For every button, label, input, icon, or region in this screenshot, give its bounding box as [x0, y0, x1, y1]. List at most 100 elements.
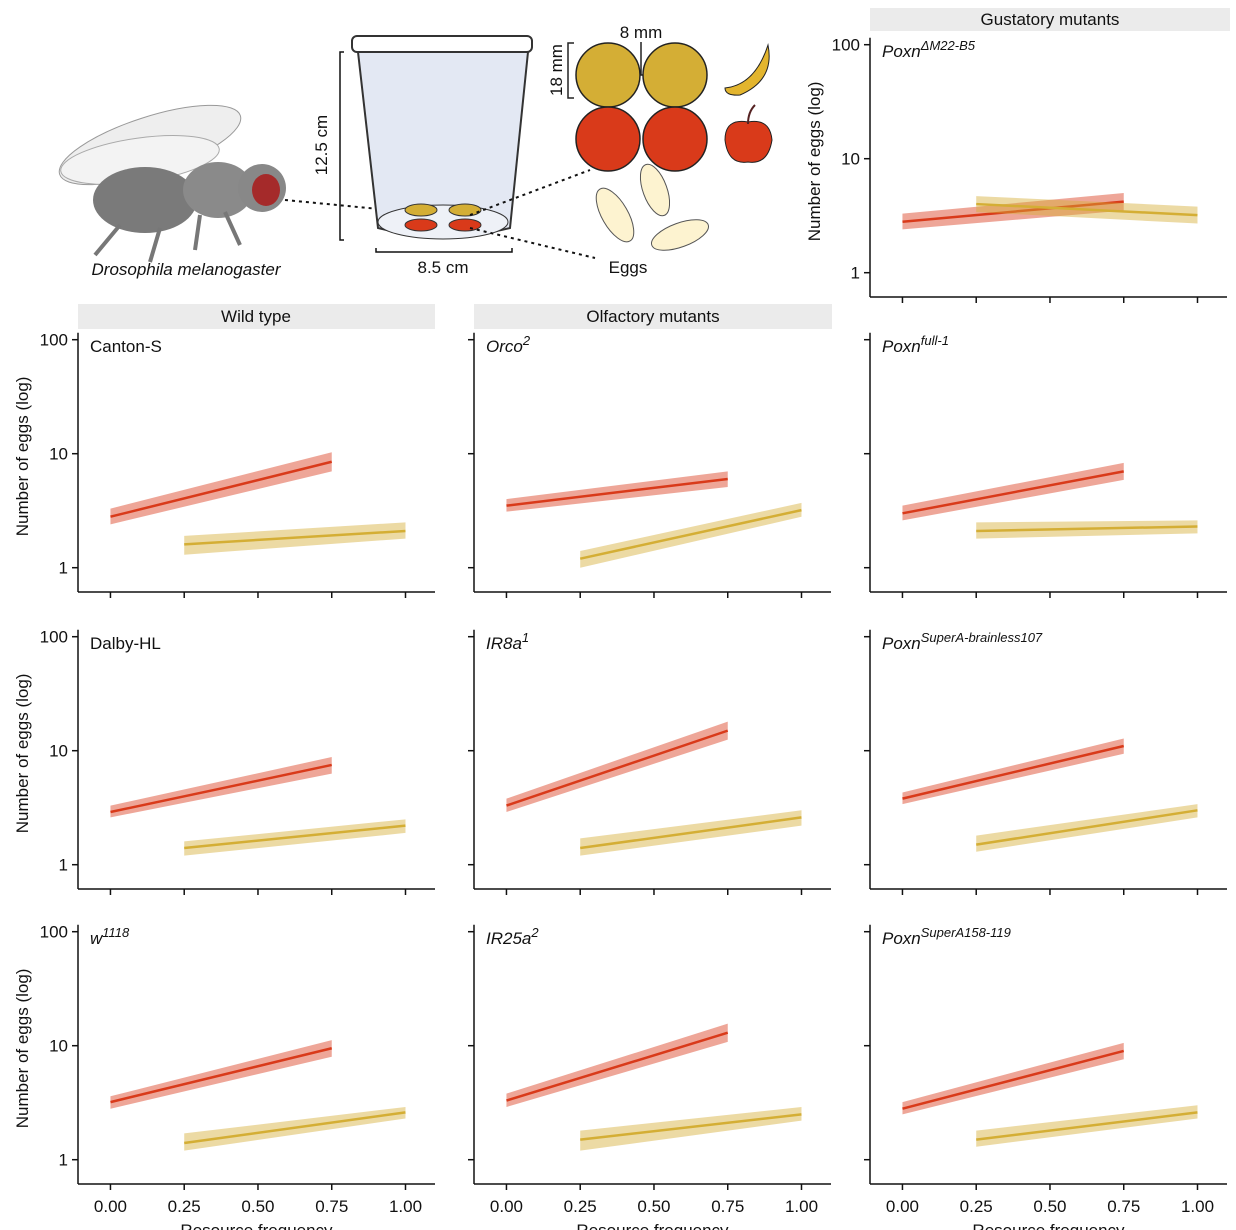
panel: IR8a1	[468, 630, 831, 895]
panel: 1 10 100 0.00 0.25 0.50 0.75 1.00 Number of eggs…	[13, 923, 435, 1230]
y-tick-label: 10	[841, 150, 860, 169]
trend-line	[580, 817, 801, 848]
panel: PoxnSuperA-brainless107	[864, 630, 1227, 895]
trend-line	[580, 1114, 801, 1139]
x-tick-label: 0.50	[241, 1197, 274, 1216]
height-label: 12.5 cm	[312, 115, 331, 175]
strip-label: Wild type	[221, 307, 291, 326]
title-sup: 1	[522, 630, 529, 645]
figure: Gustatory mutants Wild type Olfactory mu…	[0, 0, 1236, 1230]
panel-title: IR8a1	[486, 630, 529, 653]
confidence-band	[506, 1024, 727, 1107]
panel: 1 10 100 Number of eggs (log) Canton-S	[13, 331, 435, 598]
title-text: Orco	[486, 337, 523, 356]
trend-line	[110, 765, 331, 812]
x-tick-label: 0.75	[711, 1197, 744, 1216]
trend-line	[506, 731, 727, 806]
y-tick-label: 10	[49, 445, 68, 464]
trend-line	[110, 462, 331, 517]
x-axis-label: Resource frequency	[972, 1221, 1125, 1230]
title-text: IR25a	[486, 929, 531, 948]
x-tick-label: 1.00	[785, 1197, 818, 1216]
y-axis-label: Number of eggs (log)	[13, 377, 32, 537]
title-sup: ΔM22-B5	[920, 38, 976, 53]
panel-title: Orco2	[486, 333, 531, 356]
title-sup: SuperA-brainless107	[921, 630, 1043, 645]
panel-title: PoxnSuperA158-119	[882, 925, 1011, 948]
y-axis-label: Number of eggs (log)	[13, 674, 32, 834]
title-text: Dalby-HL	[90, 634, 161, 653]
title-sup: full-1	[921, 333, 949, 348]
trend-line	[902, 471, 1123, 513]
y-axis-label: Number of eggs (log)	[13, 969, 32, 1129]
panel: 1 10 100 Number of eggs (log) PoxnΔM22-B5	[805, 36, 1227, 303]
discs	[568, 42, 772, 257]
panel-title: PoxnSuperA-brainless107	[882, 630, 1043, 653]
x-axis-label: Resource frequency	[180, 1221, 333, 1230]
y-tick-label: 1	[851, 264, 860, 283]
y-tick-label: 100	[832, 36, 860, 55]
trend-line	[506, 1033, 727, 1101]
title-text: Poxn	[882, 337, 921, 356]
trend-line	[976, 810, 1197, 844]
panel-title: IR25a2	[486, 925, 539, 948]
trend-line	[184, 1112, 405, 1143]
panel: Poxnfull-1	[864, 333, 1227, 598]
x-tick-label: 0.00	[886, 1197, 919, 1216]
y-tick-label: 10	[49, 1037, 68, 1056]
x-tick-label: 0.75	[315, 1197, 348, 1216]
title-text: Poxn	[882, 929, 921, 948]
y-axis-label: Number of eggs (log)	[805, 82, 824, 242]
y-tick-label: 100	[40, 628, 68, 647]
confidence-band	[580, 1107, 801, 1151]
title-text: Poxn	[882, 42, 921, 61]
panel: Orco2	[468, 333, 831, 598]
x-tick-label: 0.50	[637, 1197, 670, 1216]
title-text: IR8a	[486, 634, 522, 653]
y-tick-label: 100	[40, 331, 68, 350]
gap-label: 8 mm	[620, 23, 663, 42]
x-tick-label: 0.75	[1107, 1197, 1140, 1216]
panel-title: PoxnΔM22-B5	[882, 38, 976, 61]
fly	[51, 89, 410, 262]
x-tick-label: 1.00	[389, 1197, 422, 1216]
x-tick-label: 0.25	[168, 1197, 201, 1216]
title-sup: SuperA158-119	[921, 925, 1011, 940]
x-tick-label: 0.25	[960, 1197, 993, 1216]
y-tick-label: 1	[59, 856, 68, 875]
panel: 0.00 0.25 0.50 0.75 1.00 Resource frequency IR…	[468, 925, 831, 1230]
x-tick-label: 0.00	[94, 1197, 127, 1216]
trend-line	[902, 1051, 1123, 1109]
trend-line	[976, 1112, 1197, 1139]
trend-line	[110, 1048, 331, 1102]
y-tick-label: 1	[59, 1151, 68, 1170]
strip-label: Gustatory mutants	[981, 10, 1120, 29]
y-tick-label: 1	[59, 559, 68, 578]
title-text: Poxn	[882, 634, 921, 653]
x-tick-label: 0.50	[1033, 1197, 1066, 1216]
species-label: Drosophila melanogaster	[92, 260, 282, 279]
panel: 0.00 0.25 0.50 0.75 1.00 Resource frequency Po…	[864, 925, 1227, 1230]
x-tick-label: 0.25	[564, 1197, 597, 1216]
panel-title: Canton-S	[90, 337, 162, 356]
title-sup: 1118	[102, 925, 130, 940]
panel-title: Dalby-HL	[90, 634, 161, 653]
trend-line	[580, 510, 801, 559]
title-sup: 2	[530, 925, 539, 940]
title-text: Canton-S	[90, 337, 162, 356]
x-tick-label: 0.00	[490, 1197, 523, 1216]
panel-title: Poxnfull-1	[882, 333, 949, 356]
trend-line	[506, 479, 727, 506]
panel: 1 10 100 Number of eggs (log) Dalby-HL	[13, 628, 435, 895]
trend-line	[902, 746, 1123, 799]
title-sup: 2	[522, 333, 531, 348]
y-tick-label: 100	[40, 923, 68, 942]
eggs-label: Eggs	[609, 258, 648, 277]
panel-title: w1118	[90, 925, 130, 948]
y-tick-label: 10	[49, 742, 68, 761]
trend-line	[184, 826, 405, 848]
diameter-label: 18 mm	[547, 44, 566, 96]
strip-label: Olfactory mutants	[586, 307, 719, 326]
x-tick-label: 1.00	[1181, 1197, 1214, 1216]
x-axis-label: Resource frequency	[576, 1221, 729, 1230]
